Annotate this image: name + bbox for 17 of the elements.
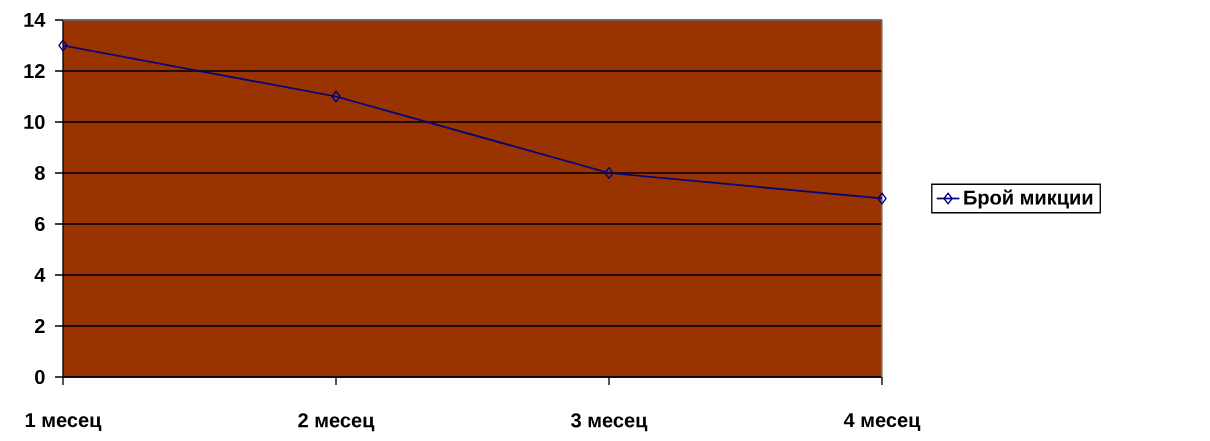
point bbox=[331, 90, 341, 103]
point bbox=[58, 39, 68, 52]
legend-label: Брой микции bbox=[964, 189, 1093, 209]
y-tick-label: 4 bbox=[34, 268, 46, 282]
point bbox=[604, 166, 614, 179]
x-tick-label: 4 месец bbox=[843, 413, 921, 431]
y-tick-label: 2 bbox=[34, 319, 45, 333]
y-tick-label: 14 bbox=[24, 13, 46, 27]
x-tick-label: 3 месец bbox=[571, 413, 648, 432]
y-tick-label: 12 bbox=[24, 64, 45, 78]
y-tick-label: 6 bbox=[35, 216, 45, 232]
y-tick-label: 10 bbox=[24, 114, 45, 130]
x-tick-label: 2 месец bbox=[298, 413, 375, 432]
point bbox=[877, 192, 887, 205]
y-tick-label: 8 bbox=[34, 165, 45, 181]
x-tick-label: 1 месец bbox=[25, 413, 102, 431]
y-tick-label: 0 bbox=[35, 369, 45, 385]
